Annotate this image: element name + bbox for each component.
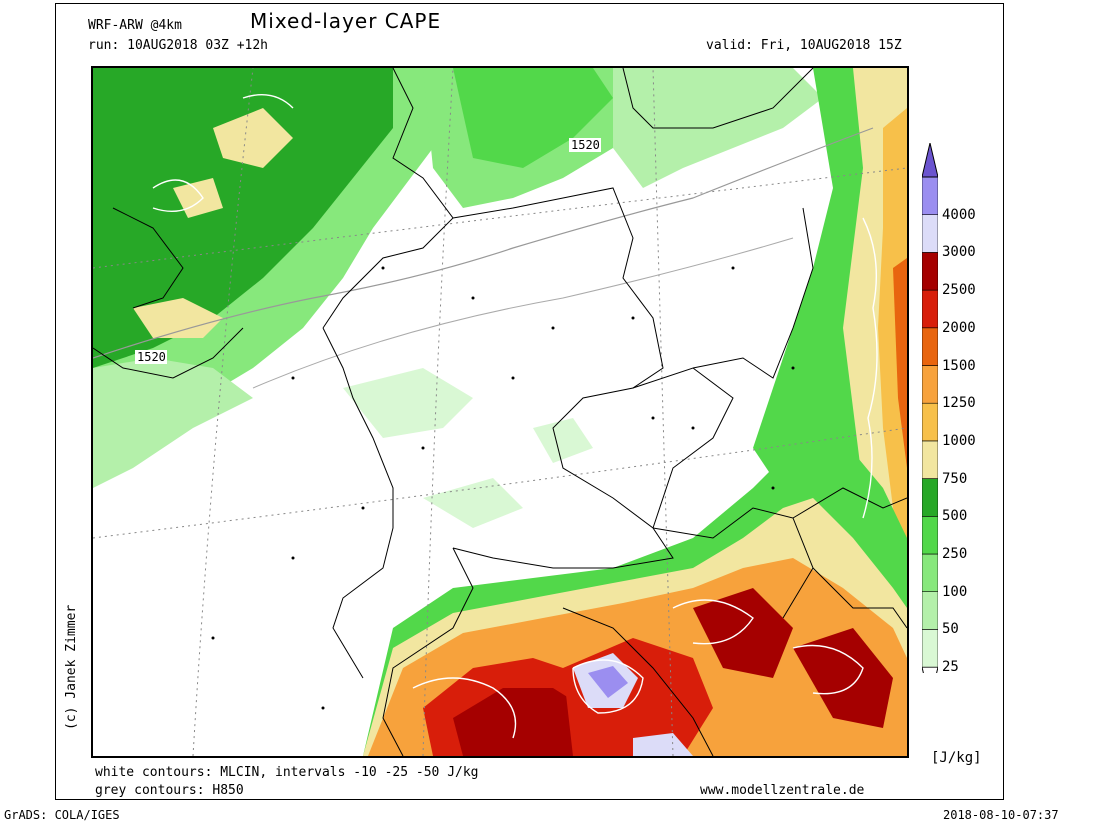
colorbar-min-arrow [922, 666, 938, 673]
cape-field-adriatic-purple [588, 666, 628, 698]
model-label: WRF-ARW @4km [88, 18, 182, 33]
cape-field-balkans-darkred [693, 588, 793, 678]
colorbar [922, 143, 938, 673]
plot-frame [55, 3, 1004, 800]
colorbar-box-2 [922, 553, 938, 593]
website-label: www.modellzentrale.de [700, 783, 865, 798]
colorbar-label-2500: 2500 [942, 282, 976, 299]
cape-patch-northsea-1 [213, 108, 293, 168]
colorbar-box-1 [922, 591, 938, 630]
grey-contours-note: grey contours: H850 [95, 783, 244, 798]
contour-label-2: 1520 [137, 350, 166, 364]
borders [93, 68, 907, 756]
white-contours-note: white contours: MLCIN, intervals -10 -25… [95, 765, 479, 780]
valid-label: valid: Fri, 10AUG2018 15Z [706, 38, 902, 53]
colorbar-label-2000: 2000 [942, 319, 976, 336]
colorbar-box-7 [922, 365, 938, 404]
colorbar-label-25: 25 [942, 659, 959, 676]
cape-field-baltic-core [453, 68, 613, 168]
colorbar-label-750: 750 [942, 470, 968, 487]
cape-field-central-light-2 [533, 418, 593, 463]
colorbar-box-12 [922, 176, 938, 216]
colorbar-box-9 [922, 289, 938, 329]
graticule [93, 68, 907, 756]
cape-field-northsea-light [93, 358, 253, 488]
city-dots [211, 266, 795, 710]
colorbar-label-3000: 3000 [942, 244, 976, 261]
cape-map: 1520 1520 [91, 66, 909, 758]
colorbar-label-1000: 1000 [942, 432, 976, 449]
colorbar-label-4000: 4000 [942, 206, 976, 223]
colorbar-label-500: 500 [942, 508, 968, 525]
colorbar-box-6 [922, 402, 938, 442]
cape-field-south-lilac [633, 733, 693, 756]
cape-field-italy-darkred [453, 688, 593, 756]
mlcin-contours [152, 94, 878, 739]
colorbar-box-11 [922, 214, 938, 253]
cape-map-graphic: 1520 1520 [93, 68, 907, 756]
colorbar-unit: [J/kg] [931, 750, 982, 766]
contour-label-box-2 [135, 350, 167, 364]
cape-field-northsea-core [93, 68, 393, 368]
timestamp-label: 2018-08-10-07:37 [943, 808, 1059, 822]
cape-field-east-red [893, 258, 907, 468]
run-label: run: 10AUG2018 03Z +12h [88, 38, 269, 53]
colorbar-box-0 [922, 629, 938, 668]
chart-title: Mixed-layer CAPE [250, 9, 442, 33]
colorbar-box-5 [922, 440, 938, 479]
colorbar-max-arrow [922, 143, 938, 178]
colorbar-box-8 [922, 327, 938, 366]
cape-field-balkans-red [793, 628, 893, 728]
contour-label-1: 1520 [571, 138, 600, 152]
h850-contour [93, 127, 874, 359]
cape-patch-uk-1 [133, 298, 223, 338]
colorbar-label-100: 100 [942, 583, 968, 600]
colorbar-label-50: 50 [942, 621, 959, 638]
credit-label: (c) Janek Zimmer [64, 604, 79, 730]
cape-field-central-light [343, 368, 473, 438]
grads-label: GrADS: COLA/IGES [4, 808, 120, 822]
colorbar-box-10 [922, 252, 938, 291]
cape-field-alps-light [423, 478, 523, 528]
colorbar-label-1250: 1250 [942, 395, 976, 412]
colorbar-box-3 [922, 515, 938, 555]
colorbar-box-4 [922, 478, 938, 517]
colorbar-label-1500: 1500 [942, 357, 976, 374]
colorbar-label-250: 250 [942, 546, 968, 562]
contour-label-box-1 [569, 138, 601, 152]
cape-field-east-orange [878, 108, 907, 588]
cape-field-poland-north [613, 68, 823, 188]
cape-patch-northsea-2 [173, 178, 223, 218]
